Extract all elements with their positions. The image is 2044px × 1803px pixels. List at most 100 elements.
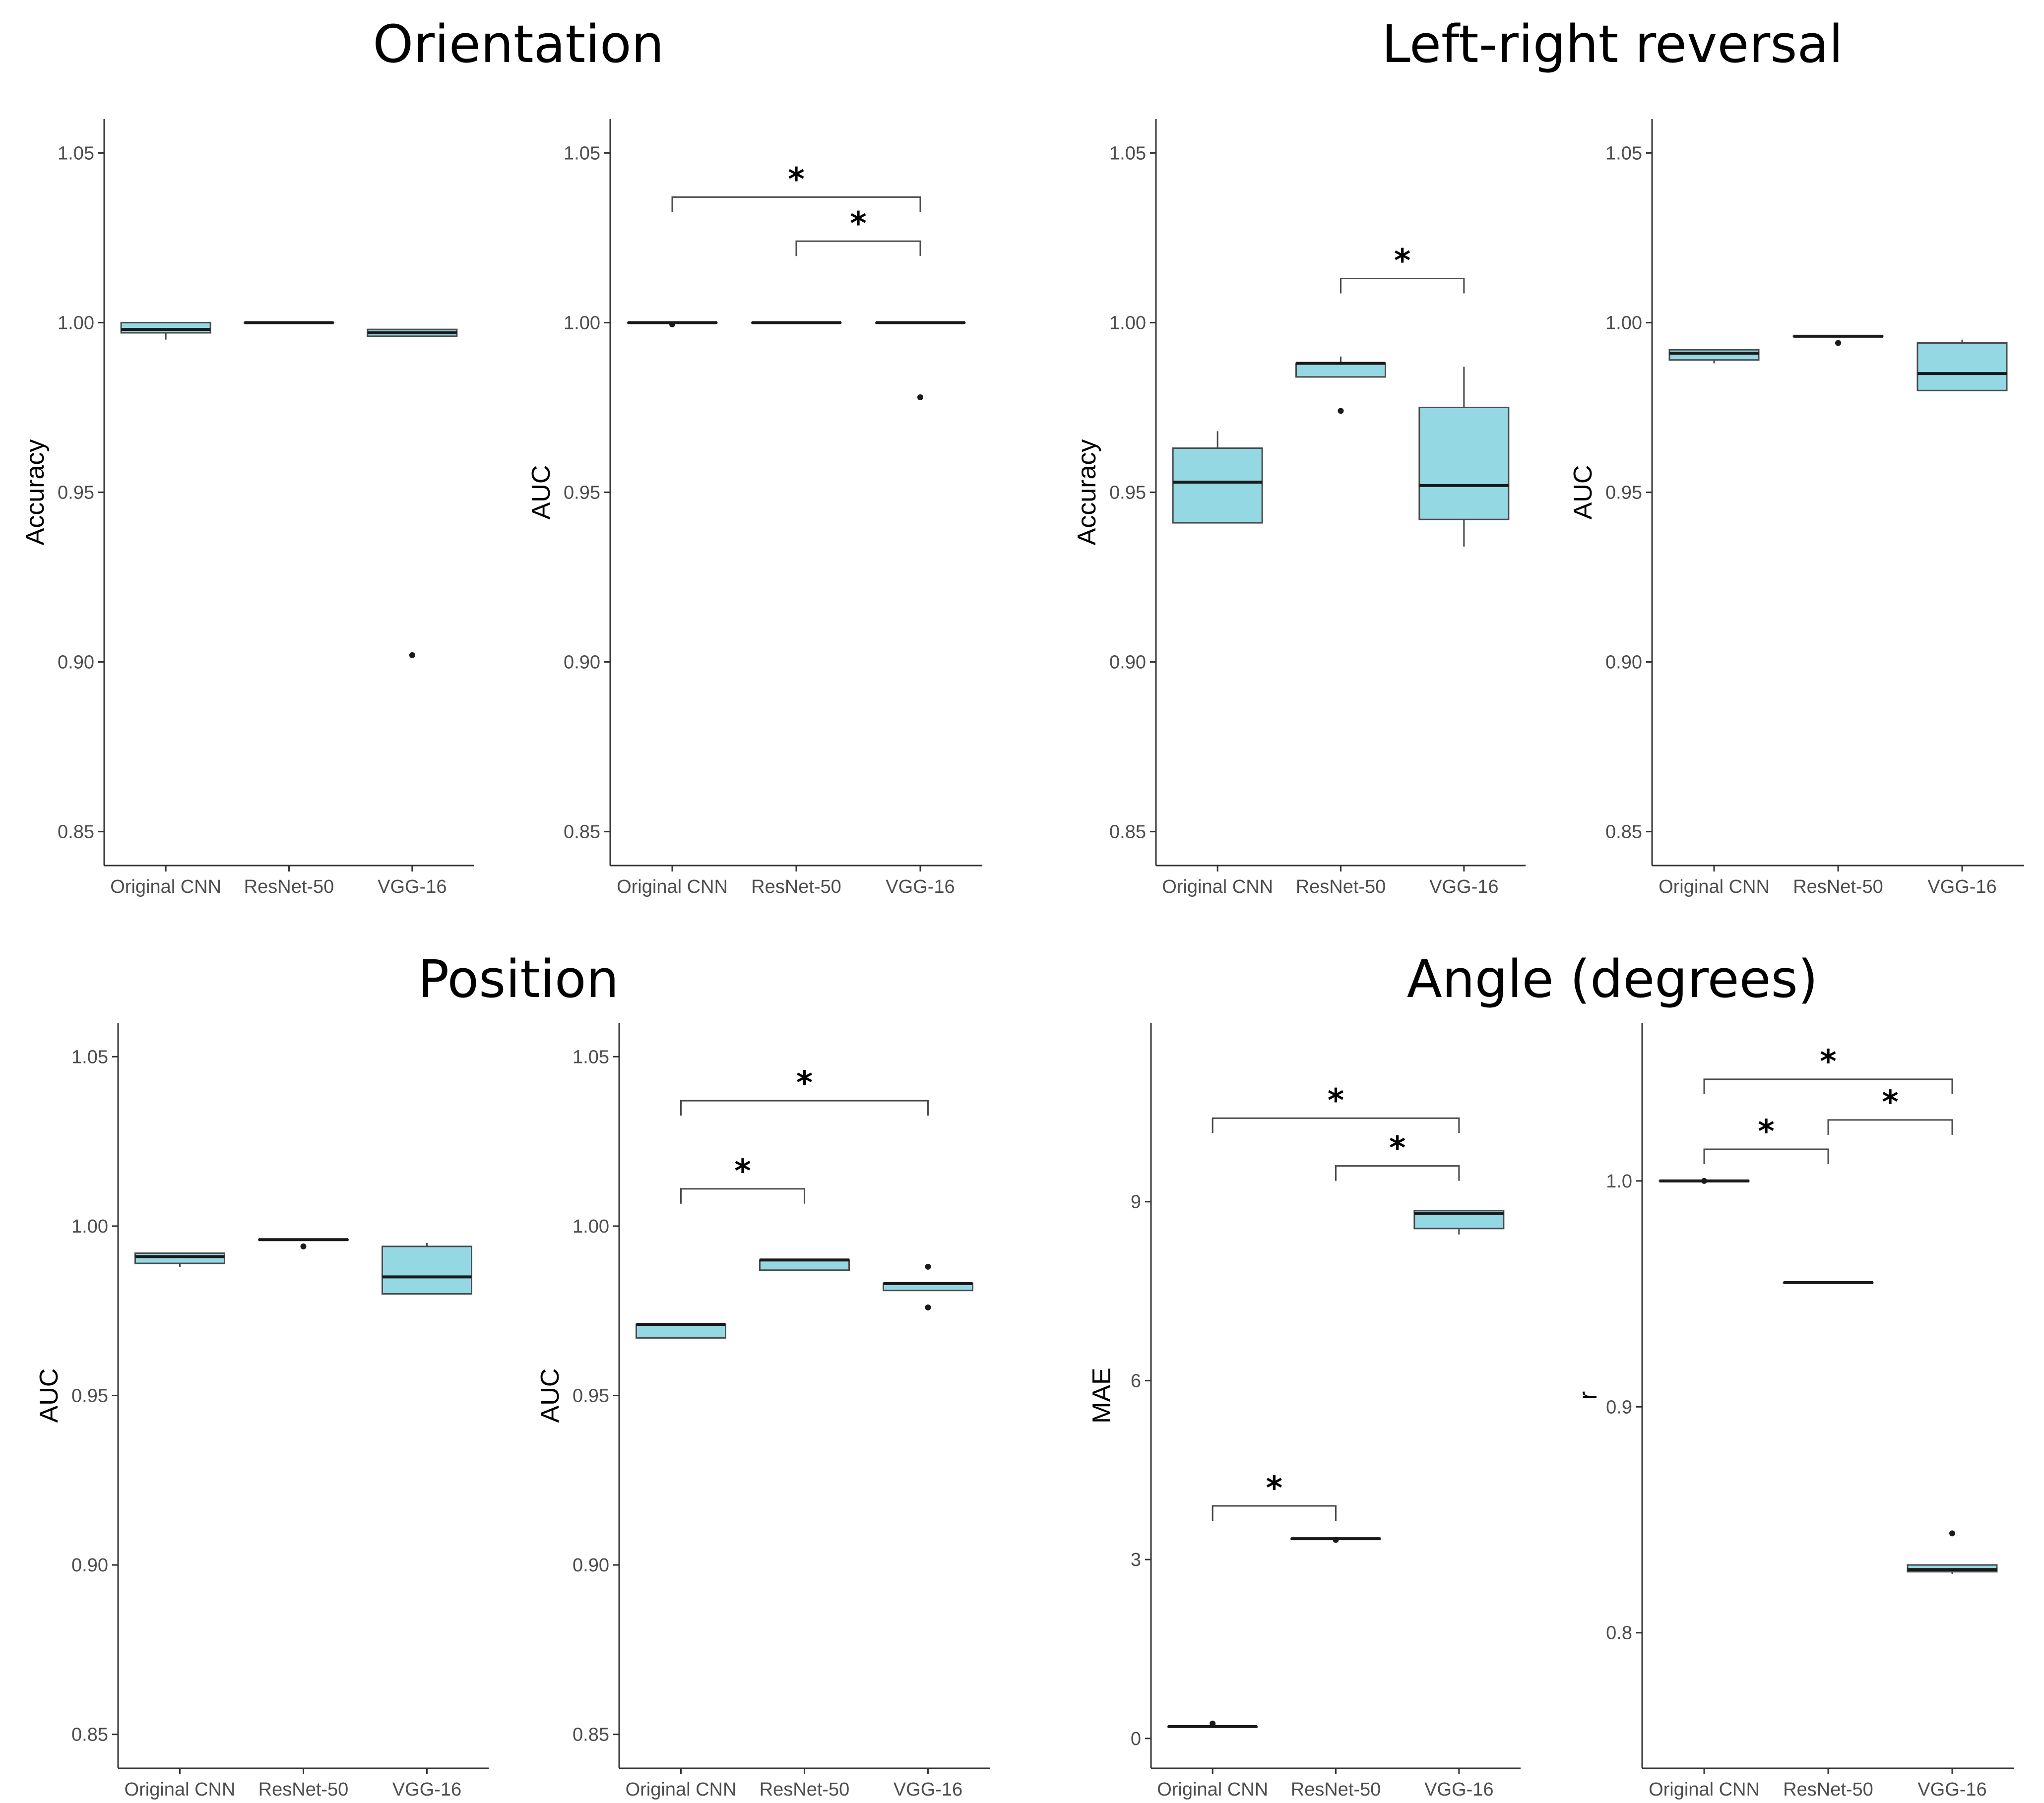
box-plot-original-cnn (1172, 431, 1263, 524)
x-tick-label: ResNet-50 (1793, 876, 1883, 897)
y-tick-label: 1.05 (58, 143, 94, 164)
y-tick-label: 1.00 (1605, 312, 1642, 333)
x-tick-label: VGG-16 (894, 1779, 962, 1800)
box-plot-resnet-50 (1290, 1537, 1381, 1543)
x-tick-label: Original CNN (1649, 1779, 1760, 1800)
outlier-point (1949, 1530, 1955, 1537)
x-tick-label: Original CNN (110, 876, 221, 897)
box-plot-vgg-16 (367, 328, 458, 658)
x-tick-label: Original CNN (617, 876, 728, 897)
iqr-box (1295, 363, 1386, 378)
x-tick-label: ResNet-50 (760, 1779, 850, 1800)
significance-bracket (1335, 1165, 1460, 1181)
chart-panel-8: 0.8 0.9 1.0 r Original CNN ResNet-50 VGG-16 * * * (1574, 1023, 2014, 1800)
box-plot-resnet-50 (1295, 356, 1386, 414)
significance-star: * (1758, 1114, 1774, 1150)
y-axis-label: MAE (1087, 1368, 1116, 1424)
iqr-box (1172, 447, 1263, 524)
x-tick-label: Original CNN (1659, 876, 1770, 897)
outlier-point (1701, 1178, 1707, 1184)
y-tick-label: 1.05 (564, 143, 600, 164)
x-tick-label: ResNet-50 (1296, 876, 1386, 897)
box-plot-vgg-16 (1418, 367, 1510, 547)
chart-panel-2: 0.85 0.90 0.95 1.00 1.05 AUC Original CNN ResNe… (527, 119, 982, 897)
significance-star: * (1328, 1082, 1344, 1119)
y-tick-label: 0.85 (1605, 822, 1642, 843)
section-title-left-right-reversal: Left-right reversal (1382, 14, 1843, 74)
iqr-box (120, 321, 211, 334)
y-tick-label: 0.95 (71, 1386, 108, 1407)
y-tick-label: 0.85 (564, 822, 600, 843)
significance-bracket (680, 1100, 929, 1116)
y-tick-label: 1.00 (71, 1216, 108, 1237)
significance-star: * (734, 1153, 751, 1190)
box-plot-original-cnn (627, 321, 718, 327)
outlier-point (925, 1304, 931, 1310)
y-tick-label: 1.05 (573, 1047, 609, 1067)
y-tick-label: 1.00 (1109, 312, 1146, 333)
y-tick-label: 0.90 (573, 1555, 609, 1576)
significance-bracket (1212, 1117, 1460, 1133)
significance-bracket (1827, 1119, 1953, 1135)
section-title-angle: Angle (degrees) (1407, 949, 1818, 1009)
y-tick-label: 0.95 (58, 483, 94, 503)
y-tick-label: 0.95 (1605, 483, 1642, 503)
y-tick-label: 0.90 (1109, 652, 1146, 673)
significance-bracket (680, 1188, 805, 1204)
y-tick-label: 0.90 (564, 652, 600, 673)
significance-bracket (795, 240, 921, 256)
outlier-point (1338, 408, 1344, 414)
iqr-box (1916, 342, 2008, 391)
significance-bracket (1340, 278, 1465, 294)
y-tick-label: 0 (1131, 1729, 1141, 1749)
box-plot-vgg-16 (883, 1263, 973, 1310)
box-plot-original-cnn (1659, 1178, 1750, 1184)
y-tick-label: 0.85 (58, 822, 94, 843)
outlier-point (300, 1243, 307, 1249)
chart-panel-6: 0.85 0.90 0.95 1.00 1.05 AUC Original CNN ResNe… (536, 1023, 990, 1800)
iqr-box (1418, 406, 1510, 520)
significance-bracket (1212, 1505, 1337, 1521)
box-plot-original-cnn (134, 1252, 225, 1267)
chart-panel-5: 0.85 0.90 0.95 1.00 1.05 AUC Original CNN ResNe… (35, 1023, 489, 1800)
box-plot-original-cnn (120, 321, 211, 340)
x-tick-label: ResNet-50 (258, 1779, 349, 1800)
y-tick-label: 0.90 (71, 1555, 108, 1576)
x-tick-label: Original CNN (626, 1779, 737, 1800)
y-tick-label: 1.00 (573, 1216, 609, 1237)
iqr-box (1668, 349, 1760, 361)
outlier-point (917, 394, 923, 400)
x-tick-label: VGG-16 (1429, 876, 1498, 897)
outlier-point (925, 1263, 931, 1270)
iqr-box (134, 1252, 225, 1264)
significance-star: * (1389, 1130, 1405, 1167)
significance-star: * (1882, 1084, 1898, 1121)
x-tick-label: VGG-16 (886, 876, 955, 897)
box-plot-vgg-16 (875, 321, 966, 400)
x-tick-label: ResNet-50 (1291, 1779, 1381, 1800)
box-plot-original-cnn (1167, 1720, 1258, 1728)
chart-panel-7: 0 3 6 9 MAE Original CNN ResNet-50 VGG-16 * * * (1087, 1023, 1521, 1800)
chart-panel-3: 0.85 0.90 0.95 1.00 1.05 Accuracy Original CNN… (1073, 119, 1526, 897)
iqr-box (636, 1323, 726, 1339)
x-tick-label: VGG-16 (1917, 1779, 1986, 1800)
y-axis-label: AUC (527, 465, 556, 520)
iqr-box (382, 1245, 472, 1295)
y-tick-label: 1.05 (1605, 143, 1642, 164)
y-tick-label: 1.05 (1109, 143, 1146, 164)
y-tick-label: 0.85 (71, 1725, 108, 1745)
box-plot-vgg-16 (382, 1243, 472, 1295)
significance-star: * (850, 205, 866, 242)
outlier-point (409, 652, 415, 658)
box-plot-resnet-50 (751, 321, 842, 324)
y-tick-label: 0.9 (1606, 1397, 1632, 1418)
y-tick-label: 0.85 (1109, 822, 1146, 843)
box-plot-resnet-50 (244, 321, 334, 324)
y-tick-label: 1.05 (71, 1047, 108, 1067)
significance-star: * (1266, 1470, 1282, 1507)
y-tick-label: 1.00 (58, 312, 94, 333)
x-tick-label: VGG-16 (1927, 876, 1996, 897)
outlier-point (669, 321, 675, 327)
y-axis-label: AUC (536, 1368, 565, 1423)
